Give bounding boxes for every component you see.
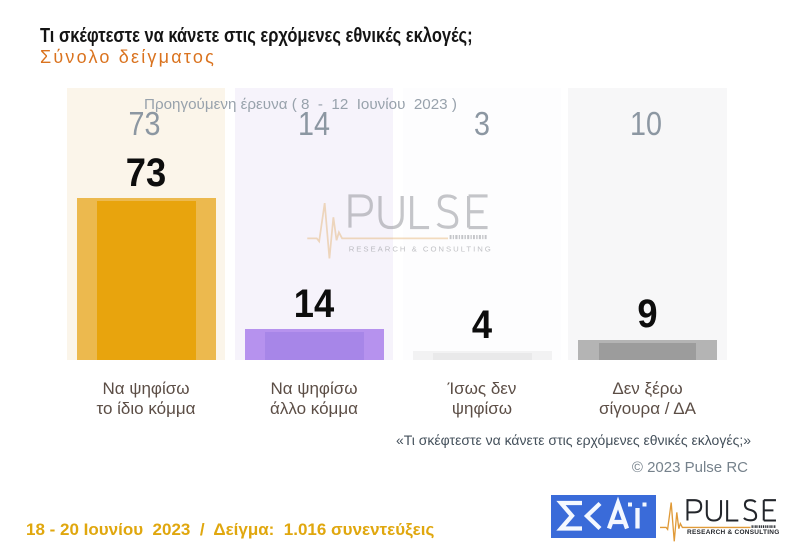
svg-text:RESEARCH & CONSULTING: RESEARCH & CONSULTING xyxy=(349,244,491,253)
